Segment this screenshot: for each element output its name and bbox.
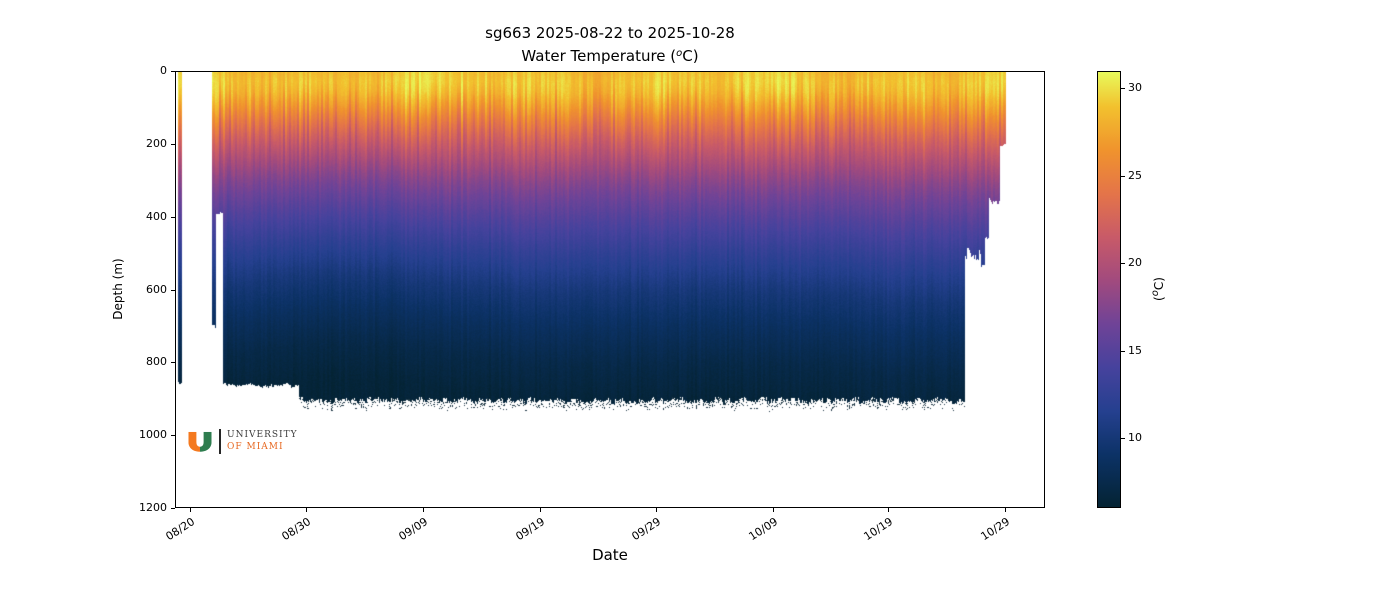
colorbar-label-pre: ( bbox=[1152, 296, 1166, 301]
um-logo-u-left-half bbox=[188, 431, 200, 452]
x-tick-mark bbox=[189, 508, 191, 512]
y-tick-mark bbox=[171, 508, 175, 509]
chart-subtitle: Water Temperature (oC) bbox=[175, 47, 1045, 65]
x-tick-mark bbox=[772, 508, 774, 512]
y-tick-label: 1000 bbox=[139, 428, 167, 442]
colorbar-tick-label: 20 bbox=[1128, 256, 1142, 270]
um-logo-line2: OF MIAMI bbox=[227, 442, 284, 452]
y-tick-label: 200 bbox=[146, 136, 167, 150]
colorbar-tick-mark bbox=[1121, 350, 1125, 352]
heatmap-canvas bbox=[175, 71, 1045, 508]
y-tick-mark bbox=[171, 289, 175, 291]
y-tick-label: 1200 bbox=[139, 501, 167, 514]
colorbar bbox=[1097, 71, 1121, 508]
x-tick-mark bbox=[422, 508, 424, 512]
y-tick-label: 400 bbox=[146, 209, 167, 223]
colorbar-tick-label: 10 bbox=[1128, 431, 1142, 445]
colorbar-tick-label: 15 bbox=[1128, 343, 1142, 357]
x-tick-mark bbox=[656, 508, 658, 512]
x-tick-mark bbox=[1004, 508, 1006, 512]
chart-title: sg663 2025-08-22 to 2025-10-28 bbox=[485, 24, 735, 42]
chart-subtitle-text: Water Temperature ( bbox=[521, 47, 677, 65]
y-tick-mark bbox=[171, 362, 175, 364]
y-tick-label: 800 bbox=[146, 355, 167, 369]
y-tick-mark bbox=[171, 71, 175, 72]
x-tick-mark bbox=[306, 508, 308, 512]
x-tick-mark bbox=[888, 508, 890, 512]
chart-subtitle-degree-sup: o bbox=[676, 48, 683, 59]
colorbar-tick-mark bbox=[1121, 88, 1125, 90]
colorbar-tick-label: 30 bbox=[1128, 81, 1142, 95]
um-logo-u-right-half bbox=[200, 431, 212, 452]
y-tick-label: 0 bbox=[160, 64, 167, 77]
um-logo-u-icon bbox=[188, 431, 212, 452]
colorbar-tick-label: 25 bbox=[1128, 168, 1142, 182]
um-logo-divider bbox=[219, 429, 221, 454]
um-logo-line1: UNIVERSITY bbox=[227, 430, 298, 440]
plot-area: UNIVERSITY OF MIAMI bbox=[175, 71, 1045, 508]
x-axis-label: Date bbox=[592, 546, 628, 564]
y-tick-mark bbox=[171, 143, 175, 145]
y-tick-mark bbox=[171, 216, 175, 218]
colorbar-label-degree-sup: o bbox=[1150, 290, 1161, 297]
colorbar-label: (oC) bbox=[1150, 277, 1166, 301]
y-tick-mark bbox=[171, 435, 175, 437]
colorbar-tick-mark bbox=[1121, 175, 1125, 177]
x-tick-mark bbox=[539, 508, 541, 512]
colorbar-tick-mark bbox=[1121, 438, 1125, 440]
colorbar-label-unit: C) bbox=[1152, 277, 1166, 291]
um-logo-text: UNIVERSITY OF MIAMI bbox=[227, 430, 298, 453]
y-tick-label: 600 bbox=[146, 282, 167, 296]
um-logo: UNIVERSITY OF MIAMI bbox=[187, 429, 298, 454]
chart-subtitle-unit: C) bbox=[682, 47, 699, 65]
colorbar-tick-mark bbox=[1121, 263, 1125, 265]
